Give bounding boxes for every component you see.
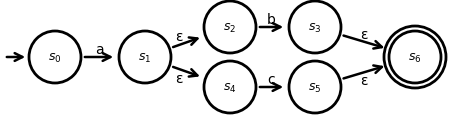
Text: ε: ε bbox=[175, 71, 182, 85]
Text: a: a bbox=[95, 43, 104, 56]
Text: $s_{2}$: $s_{2}$ bbox=[224, 21, 237, 34]
Text: ε: ε bbox=[175, 30, 182, 44]
Text: $s_{3}$: $s_{3}$ bbox=[308, 21, 322, 34]
Text: $s_{4}$: $s_{4}$ bbox=[223, 81, 237, 94]
Text: $s_{6}$: $s_{6}$ bbox=[408, 51, 422, 64]
Text: $s_{1}$: $s_{1}$ bbox=[138, 51, 152, 64]
Text: b: b bbox=[267, 13, 276, 27]
Text: $s_{5}$: $s_{5}$ bbox=[308, 81, 322, 94]
Text: ε: ε bbox=[360, 27, 368, 41]
Text: ε: ε bbox=[360, 74, 368, 88]
Text: c: c bbox=[267, 72, 275, 86]
Text: $s_{0}$: $s_{0}$ bbox=[48, 51, 62, 64]
